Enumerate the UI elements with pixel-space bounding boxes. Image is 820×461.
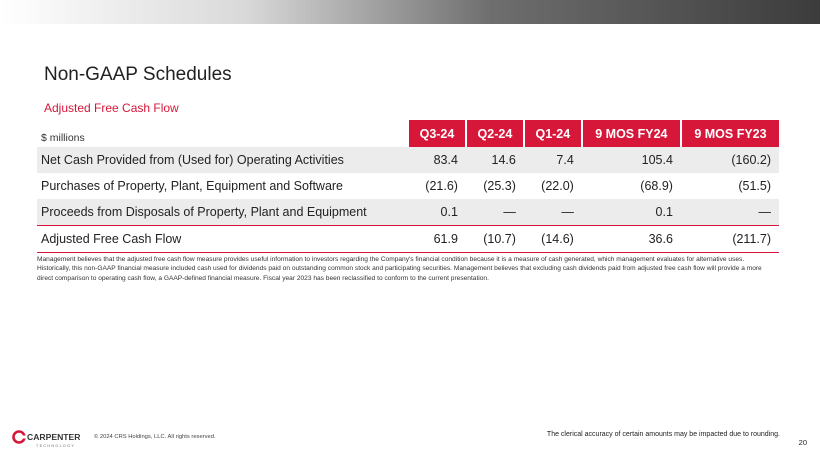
cell-value: 0.1 (581, 199, 681, 226)
row-label: Purchases of Property, Plant, Equipment … (41, 179, 344, 193)
cell-value: 14.6 (465, 147, 524, 173)
column-header: Q2-24 (464, 120, 524, 147)
cell-value: 36.6 (581, 225, 681, 253)
cell-value: (21.6) (425, 179, 458, 193)
cash-flow-table: $ millions Q3-24 Q2-24 Q1-24 9 MOS FY24 … (37, 120, 779, 253)
cell-value: (51.5) (738, 179, 771, 193)
cell-value: (14.6) (523, 225, 582, 253)
cell-value: 105.4 (581, 147, 681, 173)
page-number: 20 (798, 438, 807, 447)
copyright-notice: © 2024 CRS Holdings, LLC. All rights res… (94, 434, 216, 440)
page-title: Non-GAAP Schedules (44, 64, 232, 85)
cell-value: (211.7) (680, 225, 779, 253)
row-label: Net Cash Provided from (Used for) Operat… (37, 147, 408, 173)
cell-value: — (680, 199, 779, 226)
cell-value: — (465, 199, 524, 226)
cell-value: 7.4 (523, 147, 582, 173)
logo-subtext: TECHNOLOGY (36, 444, 75, 448)
cell-value: 83.4 (408, 147, 466, 173)
footnote: Management believes that the adjusted fr… (37, 256, 762, 282)
cell-value: (10.7) (465, 225, 524, 253)
cell-value: 61.9 (408, 225, 466, 253)
cell-value: — (523, 199, 582, 226)
column-header: 9 MOS FY24 (580, 120, 681, 147)
top-banner (0, 0, 820, 24)
column-header: Q3-24 (407, 120, 466, 147)
rounding-disclaimer: The clerical accuracy of certain amounts… (546, 431, 780, 438)
column-header: 9 MOS FY23 (679, 120, 779, 147)
cell-value: 0.1 (408, 199, 466, 226)
logo-text: CARPENTER (27, 432, 81, 442)
column-header: Q1-24 (522, 120, 582, 147)
table-row: Proceeds from Disposals of Property, Pla… (37, 199, 779, 226)
table-header-row: $ millions Q3-24 Q2-24 Q1-24 9 MOS FY24 … (37, 120, 779, 147)
section-subtitle: Adjusted Free Cash Flow (44, 101, 179, 115)
row-label: Adjusted Free Cash Flow (37, 225, 408, 253)
cell-value: (22.0) (541, 179, 574, 193)
table-row: Net Cash Provided from (Used for) Operat… (37, 147, 779, 173)
unit-label: $ millions (37, 120, 408, 147)
company-logo: CARPENTER TECHNOLOGY (12, 429, 92, 451)
table-row: Purchases of Property, Plant, Equipment … (37, 173, 779, 199)
cell-value: (68.9) (640, 179, 673, 193)
row-label: Proceeds from Disposals of Property, Pla… (37, 199, 408, 226)
cell-value: (25.3) (483, 179, 516, 193)
carpenter-logo-icon: CARPENTER TECHNOLOGY (12, 430, 81, 448)
cell-value: (160.2) (680, 147, 779, 173)
table-row-total: Adjusted Free Cash Flow 61.9 (10.7) (14.… (37, 225, 779, 253)
